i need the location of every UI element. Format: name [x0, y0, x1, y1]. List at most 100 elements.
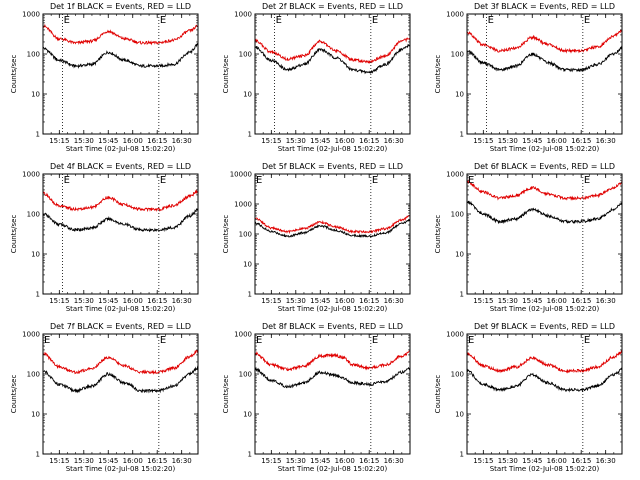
series-events — [254, 366, 411, 389]
x-tick-label: 15:15 — [473, 457, 493, 465]
x-tick-label: 15:45 — [98, 137, 118, 145]
y-tick-label: 100 — [27, 211, 40, 219]
x-tick-label: 15:15 — [261, 137, 281, 145]
x-tick-label: 15:30 — [286, 137, 306, 145]
x-tick-label: 16:00 — [335, 297, 355, 305]
event-marker-label: E — [160, 15, 166, 26]
y-tick-label: 1000 — [22, 171, 40, 179]
x-axis-label: Start Time (02-Jul-08 15:02:20) — [490, 145, 600, 153]
x-tick-label: 15:30 — [286, 297, 306, 305]
y-tick-label: 10 — [455, 91, 464, 99]
event-marker-label: E — [468, 335, 474, 346]
x-tick-label: 16:00 — [547, 137, 567, 145]
event-marker-label: E — [372, 175, 378, 186]
plot-frame — [466, 173, 623, 295]
panel-title: Det 8f BLACK = Events, RED = LLD — [262, 322, 403, 331]
x-tick-label: 15:15 — [49, 297, 69, 305]
x-tick-label: 16:30 — [384, 137, 404, 145]
x-tick-label: 16:15 — [359, 457, 379, 465]
x-tick-label: 16:15 — [571, 457, 591, 465]
event-marker-label: E — [372, 15, 378, 26]
plot-frame — [466, 333, 623, 455]
x-tick-label: 16:30 — [384, 297, 404, 305]
x-tick-label: 16:15 — [147, 457, 167, 465]
x-tick-label: 16:15 — [571, 297, 591, 305]
x-tick-label: 16:30 — [596, 137, 616, 145]
series-events — [254, 43, 411, 75]
y-axis-label: Counts/sec — [434, 375, 442, 414]
x-tick-label: 16:00 — [335, 457, 355, 465]
y-axis-label: Counts/sec — [222, 215, 230, 254]
panel-1: Det 1f BLACK = Events, RED = LLD E E 1 10 100… — [10, 2, 199, 153]
x-tick-label: 15:45 — [522, 457, 542, 465]
x-tick-label: 16:00 — [547, 297, 567, 305]
y-tick-label: 100 — [239, 231, 252, 239]
series-lld — [466, 350, 623, 374]
x-axis-label: Start Time (02-Jul-08 15:02:20) — [490, 465, 600, 473]
x-tick-label: 15:45 — [522, 137, 542, 145]
y-axis-label: Counts/sec — [434, 215, 442, 254]
plot-frame — [254, 333, 411, 455]
panel-2: Det 2f BLACK = Events, RED = LLD E E 1 10 100… — [222, 2, 411, 153]
x-tick-label: 15:45 — [98, 297, 118, 305]
series-lld — [42, 23, 199, 46]
panel-title: Det 6f BLACK = Events, RED = LLD — [474, 162, 615, 171]
y-tick-label: 100 — [27, 371, 40, 379]
series-lld — [254, 37, 411, 64]
event-marker-label: E — [256, 175, 262, 186]
x-tick-label: 15:30 — [286, 457, 306, 465]
x-tick-label: 15:30 — [498, 297, 518, 305]
x-axis-label: Start Time (02-Jul-08 15:02:20) — [278, 465, 388, 473]
x-tick-label: 16:30 — [172, 137, 192, 145]
series-lld — [42, 189, 199, 213]
y-tick-label: 1000 — [446, 171, 464, 179]
x-axis-label: Start Time (02-Jul-08 15:02:20) — [278, 145, 388, 153]
y-tick-label: 1000 — [234, 331, 252, 339]
x-tick-label: 15:45 — [310, 297, 330, 305]
series-events — [42, 208, 199, 233]
x-tick-label: 16:30 — [172, 297, 192, 305]
y-tick-label: 1000 — [234, 11, 252, 19]
x-tick-label: 15:30 — [74, 457, 94, 465]
x-axis-label: Start Time (02-Jul-08 15:02:20) — [66, 465, 176, 473]
y-axis-label: Counts/sec — [222, 55, 230, 94]
event-marker-label: E — [468, 175, 474, 186]
y-tick-label: 100 — [451, 211, 464, 219]
plot-frame — [42, 333, 199, 455]
x-tick-label: 16:15 — [359, 297, 379, 305]
y-tick-label: 1 — [460, 291, 464, 299]
series-events — [254, 218, 411, 238]
panel-title: Det 4f BLACK = Events, RED = LLD — [50, 162, 191, 171]
event-marker-label: E — [160, 175, 166, 186]
y-tick-label: 1 — [460, 451, 464, 459]
panel-title: Det 9f BLACK = Events, RED = LLD — [474, 322, 615, 331]
series-events — [42, 42, 199, 69]
series-lld — [254, 350, 411, 372]
y-tick-label: 1000 — [234, 201, 252, 209]
plot-frame — [466, 13, 623, 135]
y-tick-label: 1 — [248, 131, 252, 139]
event-marker-label: E — [372, 335, 378, 346]
x-tick-label: 16:00 — [335, 137, 355, 145]
y-tick-label: 10 — [243, 261, 252, 269]
x-tick-label: 16:00 — [123, 457, 143, 465]
y-tick-label: 100 — [239, 51, 252, 59]
y-tick-label: 100 — [239, 371, 252, 379]
event-marker-label: E — [276, 15, 282, 26]
y-tick-label: 1000 — [446, 11, 464, 19]
y-tick-label: 1000 — [446, 331, 464, 339]
event-marker-label: E — [488, 15, 494, 26]
x-tick-label: 15:45 — [522, 297, 542, 305]
x-tick-label: 16:15 — [571, 137, 591, 145]
panel-4: Det 4f BLACK = Events, RED = LLD E E 1 10 100… — [10, 162, 199, 313]
x-tick-label: 16:15 — [359, 137, 379, 145]
y-tick-label: 10 — [243, 411, 252, 419]
plot-frame — [254, 13, 411, 135]
x-tick-label: 16:00 — [123, 297, 143, 305]
y-tick-label: 10 — [31, 251, 40, 259]
series-events — [42, 365, 199, 394]
